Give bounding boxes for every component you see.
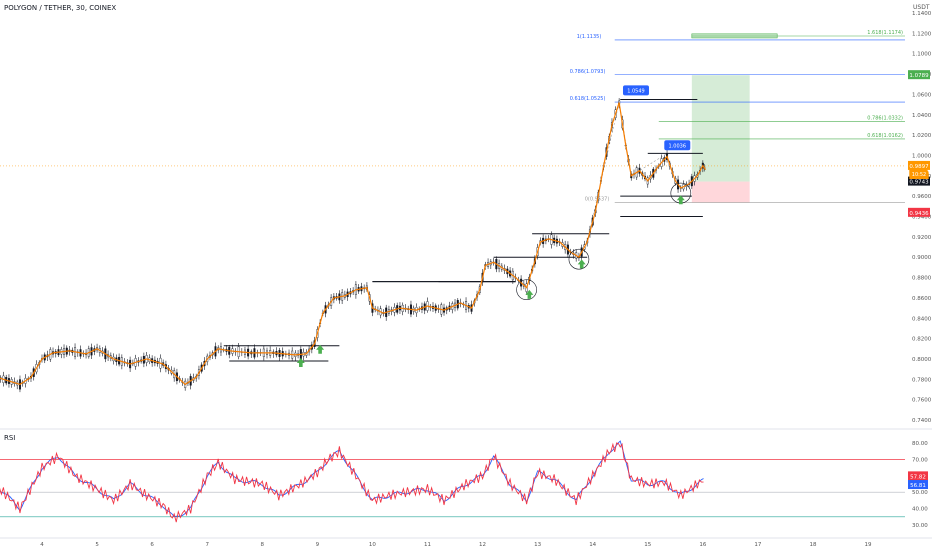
price-tick-label: 0.7800 bbox=[912, 377, 932, 383]
target-zone bbox=[691, 75, 750, 182]
price-tick-label: 0.8200 bbox=[912, 337, 932, 343]
price-tag-label: 0.9436 bbox=[909, 211, 929, 217]
highlight-circle bbox=[516, 279, 537, 301]
price-tick-label: 0.9000 bbox=[912, 255, 932, 261]
price-tick-label: 1.1000 bbox=[912, 52, 932, 58]
rsi-tag-label: 56.81 bbox=[910, 483, 926, 489]
time-tick-label: 6 bbox=[150, 542, 154, 548]
fib-level-label: 1(1.1135) bbox=[577, 34, 602, 40]
time-tick-label: 5 bbox=[95, 542, 99, 548]
price-tick-label: 0.8600 bbox=[912, 296, 932, 302]
symbol-title: POLYGON / TETHER, 30, COINEX bbox=[4, 4, 117, 12]
price-tick-label: 1.0400 bbox=[912, 113, 932, 119]
rsi-tag bbox=[908, 480, 928, 490]
price-callout-label: 1.0549 bbox=[627, 88, 645, 94]
projection-path bbox=[586, 102, 668, 243]
price-tick-label: 0.8000 bbox=[912, 357, 932, 363]
time-tick-label: 17 bbox=[754, 542, 761, 548]
buy-arrow-icon bbox=[577, 259, 586, 269]
time-tick-label: 18 bbox=[809, 542, 816, 548]
price-tag-label: 0.9743 bbox=[909, 180, 929, 186]
price-tick-label: 1.1400 bbox=[912, 11, 932, 17]
highlight-circle bbox=[568, 248, 590, 270]
countdown-label: 10:52 bbox=[912, 172, 926, 178]
time-tick-label: 11 bbox=[424, 542, 431, 548]
buy-arrow-icon bbox=[525, 289, 534, 299]
time-tick-label: 14 bbox=[589, 542, 596, 548]
price-tick-label: 1.0200 bbox=[912, 133, 932, 139]
rsi-tick-label: 50.00 bbox=[912, 490, 928, 496]
price-tag-label: 0.9897 bbox=[909, 164, 929, 170]
rsi-tick-label: 80.00 bbox=[912, 441, 928, 447]
price-tag bbox=[908, 176, 930, 186]
rsi-tag-label: 57.82 bbox=[910, 474, 926, 480]
buy-arrow-icon bbox=[316, 344, 325, 354]
price-tick-label: 0.9600 bbox=[912, 194, 932, 200]
time-tick-label: 19 bbox=[865, 542, 872, 548]
time-tick-label: 12 bbox=[479, 542, 486, 548]
time-tick-label: 9 bbox=[316, 542, 320, 548]
rsi-tick-label: 40.00 bbox=[912, 507, 928, 513]
buy-arrow-icon bbox=[676, 195, 685, 205]
stop-zone bbox=[691, 181, 750, 203]
price-unit: USDT bbox=[913, 4, 930, 11]
fib-level-label: 0.786(1.0332) bbox=[867, 116, 903, 122]
rsi-signal-line bbox=[0, 440, 704, 518]
price-tag bbox=[908, 160, 930, 170]
time-tick-label: 10 bbox=[369, 542, 376, 548]
rsi-tag bbox=[908, 471, 928, 481]
time-tick-label: 7 bbox=[205, 542, 209, 548]
time-tick-label: 15 bbox=[644, 542, 651, 548]
price-tick-label: 0.9400 bbox=[912, 215, 932, 221]
fib-level-label: 0.618(1.0525) bbox=[570, 96, 606, 102]
fib-level-label: 1.618(1.1174) bbox=[867, 30, 903, 36]
fib-level-label: 0.786(1.0793) bbox=[570, 69, 606, 75]
price-tick-label: 0.8800 bbox=[912, 276, 932, 282]
fib-level-label: 0.618(1.0162) bbox=[867, 133, 903, 139]
rsi-label: RSI bbox=[4, 434, 16, 442]
price-callout-label: 1.0036 bbox=[669, 143, 687, 149]
price-tick-label: 1.0600 bbox=[912, 92, 932, 98]
buy-arrow-icon bbox=[296, 358, 305, 368]
price-tick-label: 0.8400 bbox=[912, 316, 932, 322]
price-tick-label: 1.0000 bbox=[912, 153, 932, 159]
price-tag bbox=[908, 207, 930, 217]
rsi-tick-label: 30.00 bbox=[912, 523, 928, 529]
time-tick-label: 16 bbox=[699, 542, 706, 548]
time-tick-label: 4 bbox=[40, 542, 44, 548]
time-tick-label: 13 bbox=[534, 542, 541, 548]
price-line bbox=[0, 102, 707, 386]
rsi-tick-label: 70.00 bbox=[912, 457, 928, 463]
price-tick-label: 0.9200 bbox=[912, 235, 932, 241]
time-tick-label: 8 bbox=[261, 542, 265, 548]
price-tick-label: 1.1200 bbox=[912, 31, 932, 37]
rsi-line bbox=[0, 442, 704, 523]
price-tick-label: 0.7400 bbox=[912, 418, 932, 424]
price-tag-label: 1.0789 bbox=[909, 73, 929, 79]
price-callout bbox=[622, 85, 649, 96]
price-tag bbox=[908, 70, 930, 80]
price-callout bbox=[664, 140, 691, 151]
price-tick-label: 0.7600 bbox=[912, 398, 932, 404]
